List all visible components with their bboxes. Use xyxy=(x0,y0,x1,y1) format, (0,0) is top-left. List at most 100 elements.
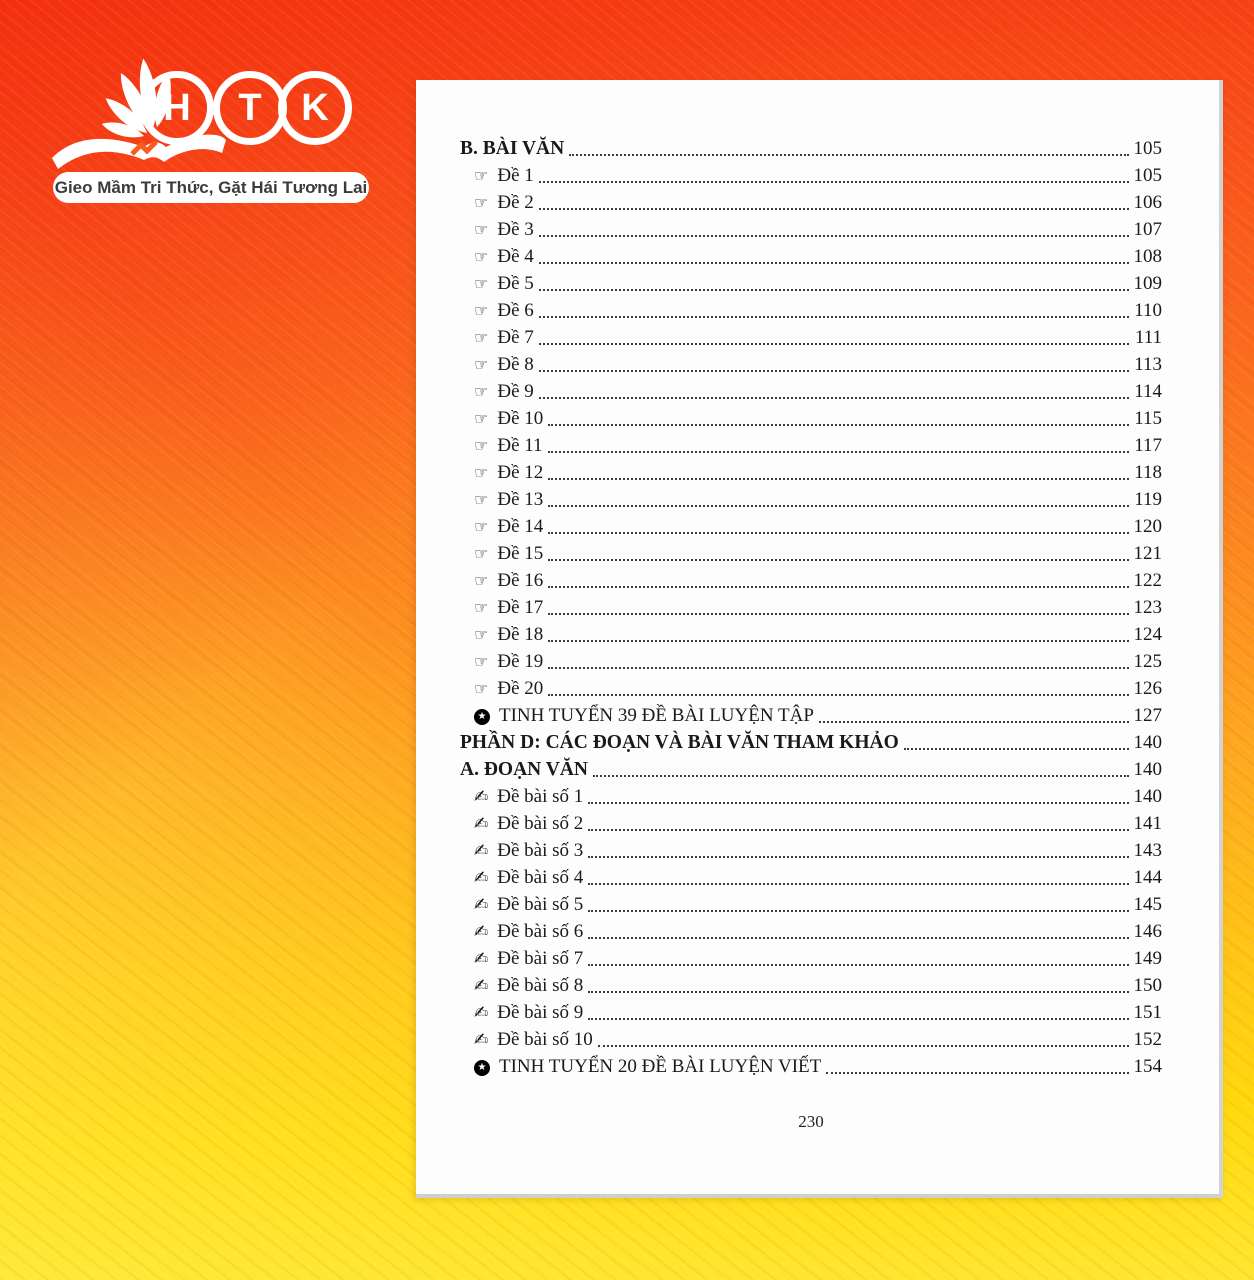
toc-label: TINH TUYỂN 20 ĐỀ BÀI LUYỆN VIẾT xyxy=(499,1056,822,1077)
toc-label: TINH TUYỂN 39 ĐỀ BÀI LUYỆN TẬP xyxy=(499,705,814,726)
toc-entry: ☞ Đề 20 126 xyxy=(460,675,1162,702)
toc-entry: ★ TINH TUYỂN 20 ĐỀ BÀI LUYỆN VIẾT 154 xyxy=(460,1053,1162,1080)
toc-label: Đề bài số 2 xyxy=(497,813,584,834)
logo-circle-t: T xyxy=(213,71,287,145)
toc-label: Đề bài số 8 xyxy=(497,975,584,996)
toc-entry: ✍ Đề bài số 4 144 xyxy=(460,864,1162,891)
toc-page-number: 110 xyxy=(1134,300,1162,321)
logo-slogan-banner: Gieo Mầm Tri Thức, Gặt Hái Tương Lai xyxy=(53,172,369,203)
toc-label: Đề 9 xyxy=(497,381,534,402)
toc-label: Đề 10 xyxy=(497,408,544,429)
toc-label: Đề bài số 10 xyxy=(497,1029,593,1050)
pointing-hand-icon: ☞ xyxy=(474,436,489,455)
toc-page-number: 115 xyxy=(1134,408,1162,429)
dot-leader xyxy=(903,748,1129,750)
dot-leader xyxy=(588,910,1129,912)
writing-hand-icon: ✍ xyxy=(474,1030,489,1050)
pointing-hand-icon: ☞ xyxy=(474,166,489,185)
toc-entry: ☞ Đề 8 113 xyxy=(460,351,1162,378)
toc-entry: ☞ Đề 12 118 xyxy=(460,459,1162,486)
pointing-hand-icon: ☞ xyxy=(474,328,489,347)
pointing-hand-icon: ☞ xyxy=(474,193,489,212)
dot-leader xyxy=(548,505,1129,507)
toc-page-number: 117 xyxy=(1134,435,1162,456)
toc-page-number: 126 xyxy=(1133,678,1163,699)
toc-page-number: 106 xyxy=(1133,192,1163,213)
logo-letter: H xyxy=(163,86,191,129)
toc-label: Đề 6 xyxy=(497,300,534,321)
logo-slogan-text: Gieo Mầm Tri Thức, Gặt Hái Tương Lai xyxy=(54,177,368,197)
pointing-hand-icon: ☞ xyxy=(474,517,489,536)
writing-hand-icon: ✍ xyxy=(474,949,489,969)
circled-star-icon: ★ xyxy=(474,1060,490,1076)
circled-star-icon: ★ xyxy=(474,709,490,725)
toc-page-number: 120 xyxy=(1133,516,1163,537)
toc-page-number: 118 xyxy=(1134,462,1162,483)
toc-entry: ☞ Đề 13 119 xyxy=(460,486,1162,513)
toc-label: Đề 12 xyxy=(497,462,544,483)
toc-entry: ☞ Đề 15 121 xyxy=(460,540,1162,567)
pointing-hand-icon: ☞ xyxy=(474,652,489,671)
dot-leader xyxy=(548,694,1129,696)
toc-page-number: 146 xyxy=(1133,921,1163,942)
toc-page-number: 122 xyxy=(1133,570,1163,591)
toc-page-number: 140 xyxy=(1133,786,1163,807)
toc-label: Đề 18 xyxy=(497,624,544,645)
writing-hand-icon: ✍ xyxy=(474,1003,489,1023)
dot-leader xyxy=(547,451,1129,453)
toc-page-number: 154 xyxy=(1133,1056,1163,1077)
toc-entry: ☞ Đề 18 124 xyxy=(460,621,1162,648)
toc-label: Đề 8 xyxy=(497,354,534,375)
dot-leader xyxy=(588,964,1129,966)
toc-label: Đề 14 xyxy=(497,516,544,537)
toc-entry: ☞ Đề 14 120 xyxy=(460,513,1162,540)
dot-leader xyxy=(548,559,1129,561)
logo-letter: K xyxy=(301,86,329,129)
pointing-hand-icon: ☞ xyxy=(474,679,489,698)
toc-entry: ✍ Đề bài số 7 149 xyxy=(460,945,1162,972)
dot-leader xyxy=(538,397,1129,399)
dot-leader xyxy=(538,343,1129,345)
toc-label: Đề bài số 7 xyxy=(497,948,584,969)
dot-leader xyxy=(548,667,1129,669)
dot-leader xyxy=(826,1072,1129,1074)
toc-entry: ✍ Đề bài số 5 145 xyxy=(460,891,1162,918)
toc-label: Đề 17 xyxy=(497,597,544,618)
toc-page-number: 145 xyxy=(1133,894,1163,915)
dot-leader xyxy=(588,829,1129,831)
toc-page-number: 143 xyxy=(1133,840,1163,861)
dot-leader xyxy=(548,613,1129,615)
writing-hand-icon: ✍ xyxy=(474,787,489,807)
dot-leader xyxy=(588,856,1129,858)
dot-leader xyxy=(588,802,1129,804)
publisher-logo: H T K Gieo Mầm Tri Thức, Gặt Hái Tương L… xyxy=(0,0,420,230)
toc-label: Đề bài số 9 xyxy=(497,1002,584,1023)
toc-page-number: 114 xyxy=(1134,381,1162,402)
toc-label: A. ĐOẠN VĂN xyxy=(460,759,589,780)
toc-page-number: 141 xyxy=(1133,813,1163,834)
dot-leader xyxy=(588,1018,1129,1020)
toc-entry: ✍ Đề bài số 9 151 xyxy=(460,999,1162,1026)
pointing-hand-icon: ☞ xyxy=(474,355,489,374)
writing-hand-icon: ✍ xyxy=(474,922,489,942)
pointing-hand-icon: ☞ xyxy=(474,274,489,293)
toc-page-number: 107 xyxy=(1133,219,1163,240)
page-number: 230 xyxy=(798,1112,824,1131)
toc-entry: ☞ Đề 3 107 xyxy=(460,216,1162,243)
toc-page-number: 111 xyxy=(1134,327,1162,348)
dot-leader xyxy=(538,262,1129,264)
toc-label: Đề bài số 1 xyxy=(497,786,584,807)
dot-leader xyxy=(538,208,1129,210)
pointing-hand-icon: ☞ xyxy=(474,247,489,266)
toc-entry: ☞ Đề 9 114 xyxy=(460,378,1162,405)
pointing-hand-icon: ☞ xyxy=(474,490,489,509)
dot-leader xyxy=(538,289,1129,291)
toc-page-number: 113 xyxy=(1134,354,1162,375)
toc-label: Đề 16 xyxy=(497,570,544,591)
toc-entry: ✍ Đề bài số 6 146 xyxy=(460,918,1162,945)
toc-page-number: 140 xyxy=(1133,732,1163,753)
dot-leader xyxy=(538,181,1129,183)
toc-page-number: 124 xyxy=(1133,624,1163,645)
dot-leader xyxy=(597,1045,1129,1047)
toc-page-number: 151 xyxy=(1133,1002,1163,1023)
